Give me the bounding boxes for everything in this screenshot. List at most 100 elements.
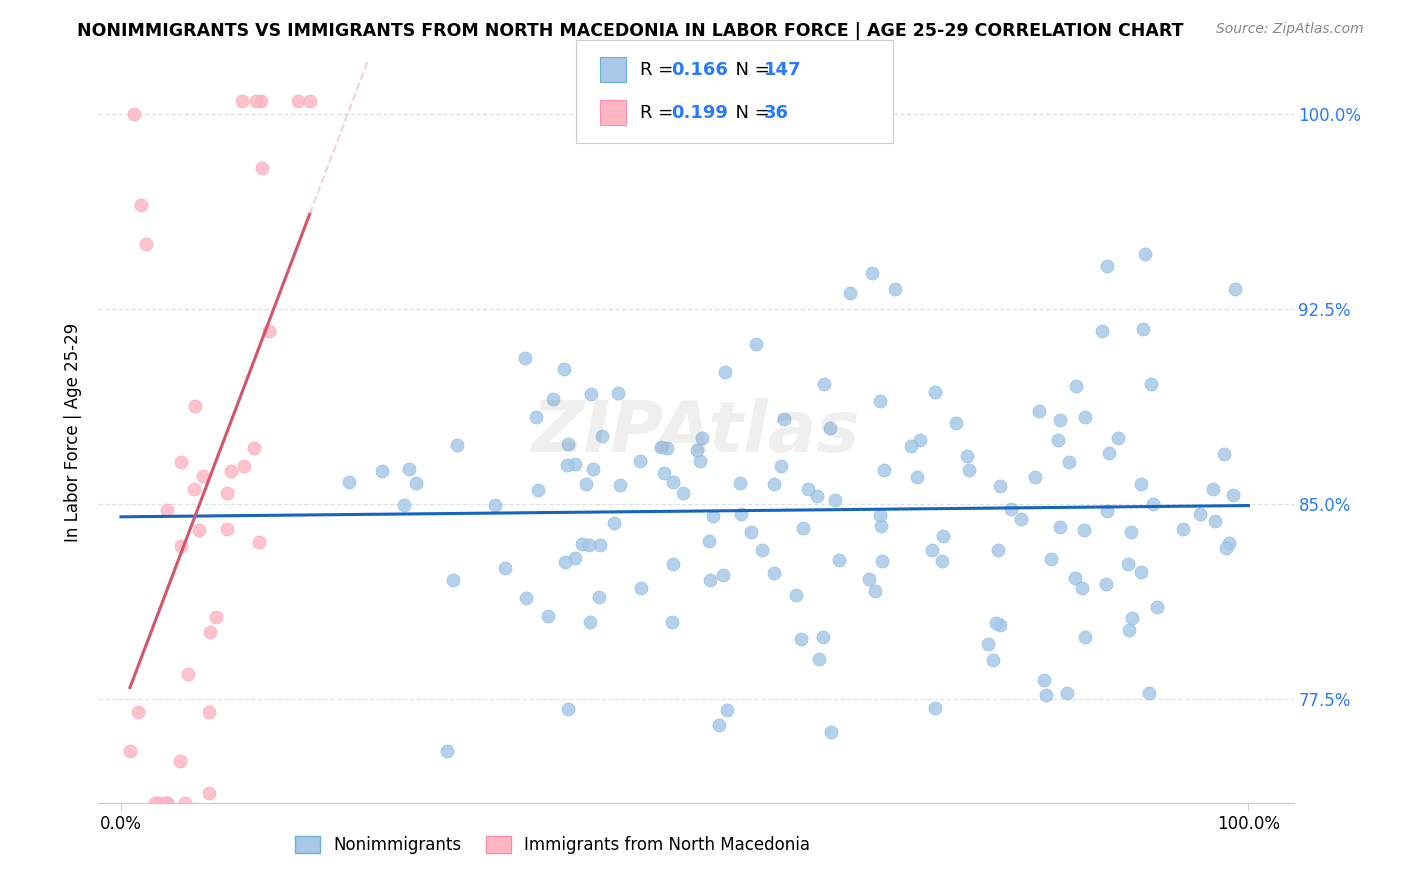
Point — [591, 429, 613, 443]
Point — [797, 482, 820, 496]
Point — [707, 717, 730, 731]
Point — [247, 535, 270, 549]
Point — [129, 198, 152, 212]
Point — [564, 457, 586, 471]
Point — [792, 521, 814, 535]
Point — [770, 458, 793, 473]
Point — [187, 523, 209, 537]
Point — [515, 591, 537, 605]
Point — [1133, 247, 1156, 261]
Point — [839, 286, 862, 301]
Point — [183, 482, 205, 496]
Point — [790, 632, 813, 647]
Point — [537, 609, 560, 624]
Point — [654, 467, 676, 481]
Point — [1039, 552, 1062, 566]
Point — [820, 724, 842, 739]
Point — [690, 431, 713, 445]
Point — [860, 266, 883, 280]
Point — [609, 478, 631, 492]
Point — [1094, 577, 1116, 591]
Point — [337, 475, 360, 489]
Point — [813, 377, 835, 392]
Point — [1000, 502, 1022, 516]
Point — [1222, 488, 1244, 502]
Point — [977, 638, 1000, 652]
Point — [910, 433, 932, 447]
Point — [1097, 260, 1119, 274]
Point — [905, 469, 928, 483]
Point — [714, 366, 737, 380]
Point — [1028, 403, 1050, 417]
Point — [824, 492, 846, 507]
Point — [484, 499, 506, 513]
Point — [672, 485, 695, 500]
Point — [1171, 522, 1194, 536]
Point — [957, 463, 980, 477]
Point — [988, 617, 1011, 632]
Point — [219, 464, 242, 478]
Point — [156, 796, 179, 810]
Point — [443, 573, 465, 587]
Point — [183, 399, 205, 413]
Point — [1137, 686, 1160, 700]
Text: 0.166: 0.166 — [671, 61, 727, 78]
Text: R =: R = — [640, 61, 679, 78]
Point — [1064, 379, 1087, 393]
Point — [578, 538, 600, 552]
Point — [945, 416, 967, 430]
Point — [872, 462, 894, 476]
Point — [628, 454, 651, 468]
Point — [169, 754, 191, 768]
Point — [1056, 686, 1078, 700]
Point — [198, 786, 221, 800]
Point — [446, 437, 468, 451]
Point — [571, 537, 593, 551]
Point — [1049, 412, 1071, 426]
Point — [118, 744, 141, 758]
Point — [869, 508, 891, 522]
Point — [156, 502, 179, 516]
Point — [745, 336, 768, 351]
Point — [371, 464, 394, 478]
Point — [870, 554, 893, 568]
Point — [143, 796, 166, 810]
Point — [1218, 535, 1240, 549]
Point — [762, 566, 785, 580]
Point — [730, 508, 752, 522]
Point — [1063, 571, 1085, 585]
Point — [870, 519, 893, 533]
Point — [785, 588, 807, 602]
Point — [557, 702, 579, 716]
Text: N =: N = — [724, 61, 776, 78]
Point — [1223, 282, 1246, 296]
Y-axis label: In Labor Force | Age 25-29: In Labor Force | Age 25-29 — [65, 323, 83, 542]
Point — [924, 700, 946, 714]
Text: 147: 147 — [763, 61, 801, 78]
Point — [1212, 447, 1234, 461]
Point — [581, 387, 603, 401]
Point — [863, 584, 886, 599]
Point — [686, 443, 709, 458]
Point — [981, 653, 1004, 667]
Point — [813, 631, 835, 645]
Point — [806, 489, 828, 503]
Point — [575, 476, 598, 491]
Point — [630, 581, 652, 595]
Point — [1188, 507, 1211, 521]
Point — [1049, 520, 1071, 534]
Text: Source: ZipAtlas.com: Source: ZipAtlas.com — [1216, 22, 1364, 37]
Point — [436, 744, 458, 758]
Point — [1118, 624, 1140, 638]
Point — [588, 591, 610, 605]
Point — [173, 796, 195, 810]
Point — [807, 651, 830, 665]
Point — [245, 95, 267, 109]
Point — [740, 525, 762, 540]
Point — [697, 534, 720, 549]
Point — [603, 516, 626, 530]
Point — [1119, 524, 1142, 539]
Point — [955, 449, 977, 463]
Point — [1107, 431, 1129, 445]
Point — [250, 161, 273, 175]
